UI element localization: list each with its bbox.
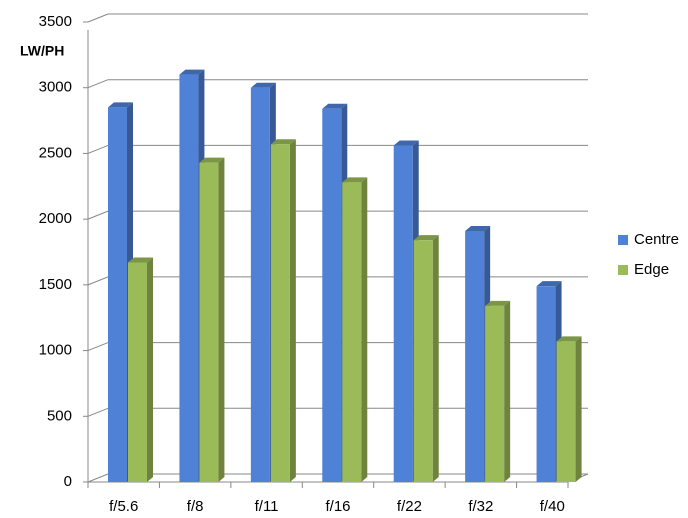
y-tick-label: 0 [64,473,72,490]
x-tick-label: f/32 [468,498,493,515]
bar [108,107,127,482]
bar-top [322,103,348,109]
bar [465,230,485,482]
bar-top [199,157,225,163]
bar-top [393,140,419,146]
bar-top [108,102,133,108]
bar [485,305,505,482]
bar [413,240,433,482]
y-tick-label: 3000 [39,79,72,96]
y-axis-label: LW/PH [20,43,64,59]
bar-side [218,157,225,482]
bar-top [270,139,296,145]
bar-top [485,300,511,306]
legend-swatch [618,235,628,245]
bar-side [147,257,153,482]
bar [250,87,270,482]
bar [342,182,362,483]
bar-top [250,82,276,88]
bar [179,74,199,483]
legend-swatch [618,265,628,275]
bar-side [361,177,368,483]
y-tick-label: 1500 [39,276,72,293]
grid-line-depth [87,407,109,417]
bar-side [432,235,439,482]
bar [556,341,576,482]
grid-line-depth [87,342,109,352]
bar [536,286,556,482]
grid-line-depth [87,210,109,220]
legend-label: Centre [634,231,679,248]
bar-top [179,69,205,75]
bar [393,145,413,483]
legend-label: Edge [634,261,669,278]
x-tick-label: f/5.6 [109,498,138,515]
bar [128,262,147,482]
grid-line-depth [87,79,109,89]
y-tick-label: 3500 [39,13,72,30]
grid-line-depth [87,276,109,286]
bar-side [575,336,582,482]
grid-line-depth [87,144,109,154]
y-tick-label: 500 [47,407,72,424]
bar [199,162,219,482]
y-tick-label: 1000 [39,342,72,359]
bar-top [413,235,439,241]
bar-top [342,177,368,183]
grid-line-depth [87,13,109,23]
bar-top [465,225,491,231]
x-tick-label: f/16 [325,498,350,515]
bar-top [556,336,582,342]
y-tick-label: 2000 [39,210,72,227]
bar [322,108,342,482]
bar-top [536,281,562,287]
y-tick-label: 2500 [39,144,72,161]
x-tick-label: f/22 [397,498,422,515]
bar-side [289,139,296,482]
x-tick-label: f/40 [540,498,565,515]
bar [270,144,290,482]
x-tick-label: f/11 [255,498,279,515]
x-tick-label: f/8 [187,498,204,515]
bar-side [504,300,511,482]
grid-line-depth [87,473,109,483]
bar-top [128,257,153,263]
